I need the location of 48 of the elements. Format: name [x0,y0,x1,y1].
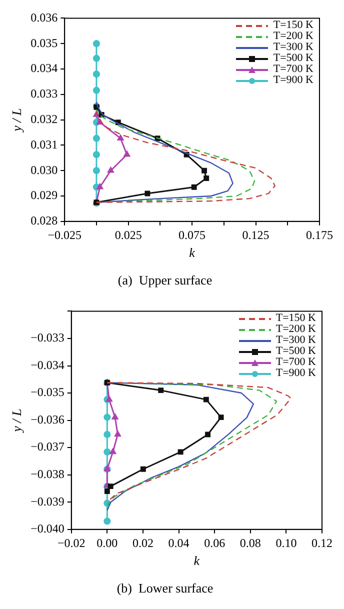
y-tick-label: 0.028 [30,214,58,228]
y-tick-label: −0.039 [30,494,64,508]
x-tick-label: 0.175 [306,228,333,242]
y-tick-label: 0.032 [30,112,58,126]
y-tick-label: 0.036 [30,10,58,24]
legend-label: T=150 K [273,19,314,32]
y-tick-label: −0.034 [30,358,64,372]
x-tick-label: 0.025 [114,228,142,242]
y-tick-label: 0.031 [30,137,58,152]
y-tick-label: 0.030 [30,162,58,177]
x-tick-label: 0.08 [240,536,261,550]
y-tick-label: −0.037 [30,440,64,454]
legend-label: T=300 K [273,41,314,54]
legend-label: T=500 K [273,52,314,64]
text: (b) Lower surface [116,580,214,596]
y-tick-label: −0.036 [30,412,64,426]
legend-label: T=200 K [276,323,316,336]
y-tick-label: −0.040 [30,522,64,536]
y-tick-label: 0.035 [30,36,58,50]
legend-label: T=700 K [273,63,314,76]
legend-label: T=150 K [276,312,316,324]
y-tick-label: 0.029 [30,188,58,202]
legend-label: T=900 K [273,74,314,86]
x-axis-title: k [189,245,196,260]
x-axis-title: k [194,553,200,568]
y-axis-title: y / L [9,108,24,134]
x-tick-label: 0.00 [96,536,118,550]
text: (a) Upper surface [118,272,212,288]
x-tick-label: 0.06 [204,536,226,550]
x-tick-label: 0.075 [178,228,206,242]
y-tick-label: 0.033 [30,86,58,101]
x-tick-label: 0.12 [312,536,332,550]
y-tick-label: −0.035 [30,385,64,400]
x-tick-label: 0.04 [168,536,190,550]
y-tick-label: −0.038 [30,467,64,482]
y-axis-title: y / L [9,408,24,434]
legend-label: T=500 K [276,345,316,358]
x-tick-label: −0.02 [57,536,86,550]
x-tick-label: −0.025 [48,228,82,242]
legend-label: T=900 K [276,367,316,380]
legend-label: T=200 K [273,30,314,42]
x-tick-label: 0.125 [242,228,270,242]
y-tick-label: 0.034 [30,61,58,76]
legend-label: T=300 K [276,334,316,346]
x-tick-label: 0.02 [132,536,154,550]
legend-label: T=700 K [276,356,316,368]
y-tick-label: −0.033 [30,330,64,345]
x-tick-label: 0.10 [276,536,297,550]
